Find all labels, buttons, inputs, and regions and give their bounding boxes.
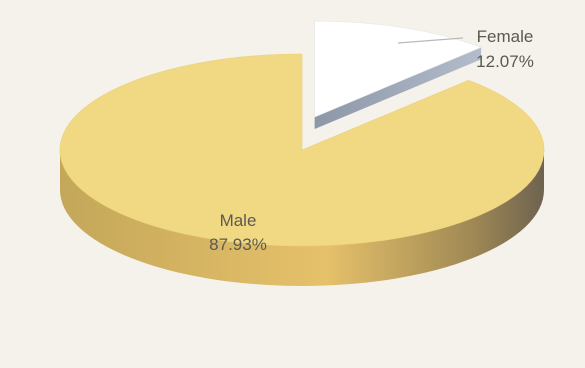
female-slice-side [314,47,482,130]
female-percent: 12.07% [476,52,534,71]
male-slice [59,53,545,286]
female-leader-line [397,37,464,44]
male-slice-side [60,150,544,286]
female-data-label: Female 12.07% [476,27,534,71]
male-label: Male [220,211,257,230]
male-data-label: Male 87.93% [209,211,267,254]
male-slice-top [59,53,545,247]
female-label: Female [477,27,534,46]
female-slice-top [314,20,482,118]
female-slice [314,20,482,130]
male-percent: 87.93% [209,235,267,254]
